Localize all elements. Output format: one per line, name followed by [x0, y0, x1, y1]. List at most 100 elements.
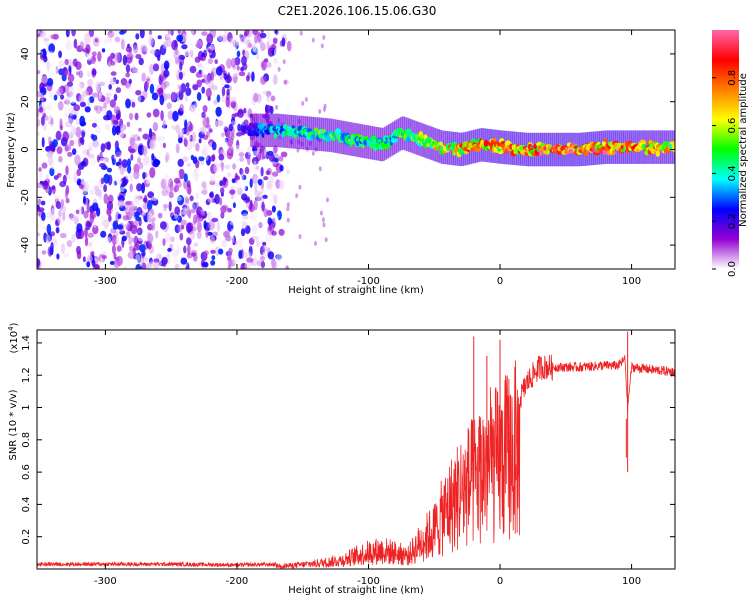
noise-speckle [95, 80, 101, 92]
noise-speckle [77, 56, 84, 61]
noise-speckle [125, 173, 130, 180]
colorbar-tick-label: 0.6 [727, 118, 738, 134]
noise-speckle [151, 195, 158, 201]
noise-speckle [98, 91, 102, 100]
noise-speckle [69, 106, 73, 117]
noise-speckle [47, 136, 52, 146]
noise-speckle [260, 166, 264, 177]
noise-speckle [196, 221, 202, 233]
y-tick-label: 20 [20, 95, 31, 108]
noise-speckle [132, 65, 136, 74]
noise-speckle [50, 34, 58, 40]
noise-speckle [60, 198, 64, 209]
noise-speckle [222, 176, 227, 186]
noise-speckle [143, 155, 150, 166]
noise-speckle [37, 247, 41, 257]
noise-speckle [202, 105, 208, 113]
noise-speckle [135, 90, 142, 96]
noise-speckle [250, 211, 257, 222]
noise-speckle [241, 169, 245, 181]
noise-speckle [270, 95, 276, 102]
noise-speckle [146, 262, 151, 269]
noise-speckle [251, 150, 259, 156]
colorbar-label: Normalized spectral amplitude [738, 73, 749, 227]
colorbar: 0.0 0.2 0.4 0.6 0.8 Normalized spectral ampl… [712, 30, 749, 277]
noise-speckle [196, 231, 202, 240]
noise-speckle [61, 68, 68, 77]
noise-speckle [215, 106, 222, 117]
ridge-cell [273, 132, 277, 139]
noise-speckle [286, 169, 290, 175]
noise-speckle [90, 158, 96, 166]
noise-speckle [82, 90, 89, 97]
noise-speckle [200, 55, 207, 62]
noise-speckle [186, 186, 192, 195]
noise-speckle [133, 169, 140, 180]
colorbar-tick-label: 0.0 [727, 261, 738, 277]
colorbar-gradient [712, 30, 739, 269]
noise-speckle [221, 240, 228, 248]
noise-speckle [279, 164, 284, 172]
noise-speckle [122, 54, 128, 66]
noise-speckle [128, 78, 132, 85]
noise-speckle [120, 124, 127, 133]
noise-speckle [167, 110, 174, 120]
noise-speckle [272, 74, 278, 85]
noise-speckle [227, 250, 232, 260]
noise-speckle [209, 191, 214, 199]
noise-speckle [79, 101, 87, 108]
noise-speckle [171, 125, 178, 130]
noise-speckle [69, 139, 75, 147]
noise-speckle [159, 94, 165, 106]
noise-speckle [265, 231, 273, 243]
noise-speckle [188, 123, 194, 132]
noise-speckle [240, 228, 246, 237]
noise-speckle [242, 251, 248, 259]
noise-speckle [267, 251, 275, 260]
noise-speckle [240, 199, 246, 206]
y-tick-label: 0.8 [21, 432, 32, 448]
noise-speckle [141, 182, 146, 194]
noise-speckle [166, 37, 172, 48]
noise-speckle [64, 144, 71, 152]
noise-speckle [37, 65, 41, 75]
snr-y-multiplier-exponent: 4 [7, 326, 15, 331]
noise-speckle [260, 30, 264, 34]
noise-speckle [76, 178, 82, 186]
ridge-cell [314, 127, 318, 132]
noise-speckle [187, 180, 191, 189]
noise-speckle [107, 167, 112, 173]
noise-speckle [83, 210, 89, 219]
noise-speckle [99, 242, 107, 253]
noise-speckle [146, 112, 152, 118]
noise-speckle [174, 206, 181, 216]
noise-speckle [127, 251, 135, 259]
ridge-cell [515, 149, 519, 154]
noise-speckle [190, 104, 196, 114]
noise-speckle [147, 231, 151, 240]
noise-speckle [133, 194, 141, 205]
noise-speckle [195, 142, 200, 152]
noise-speckle [304, 97, 308, 102]
noise-speckle [87, 71, 91, 78]
noise-speckle [88, 96, 95, 104]
noise-speckle [243, 119, 249, 126]
noise-speckle [248, 203, 255, 213]
noise-speckle [213, 163, 220, 173]
noise-speckle [220, 187, 225, 194]
noise-speckle [190, 30, 195, 37]
noise-speckle [196, 92, 202, 101]
noise-speckle [255, 241, 261, 247]
noise-speckle [126, 121, 131, 128]
noise-speckle [65, 30, 70, 38]
noise-speckle [57, 215, 62, 225]
noise-speckle [323, 103, 327, 109]
noise-speckle [201, 64, 205, 76]
noise-speckle [54, 196, 61, 201]
noise-speckle [96, 207, 101, 217]
noise-speckle [86, 261, 91, 268]
noise-speckle [143, 209, 147, 216]
noise-speckle [211, 255, 216, 261]
noise-speckle [75, 126, 82, 138]
noise-speckle [94, 38, 99, 43]
